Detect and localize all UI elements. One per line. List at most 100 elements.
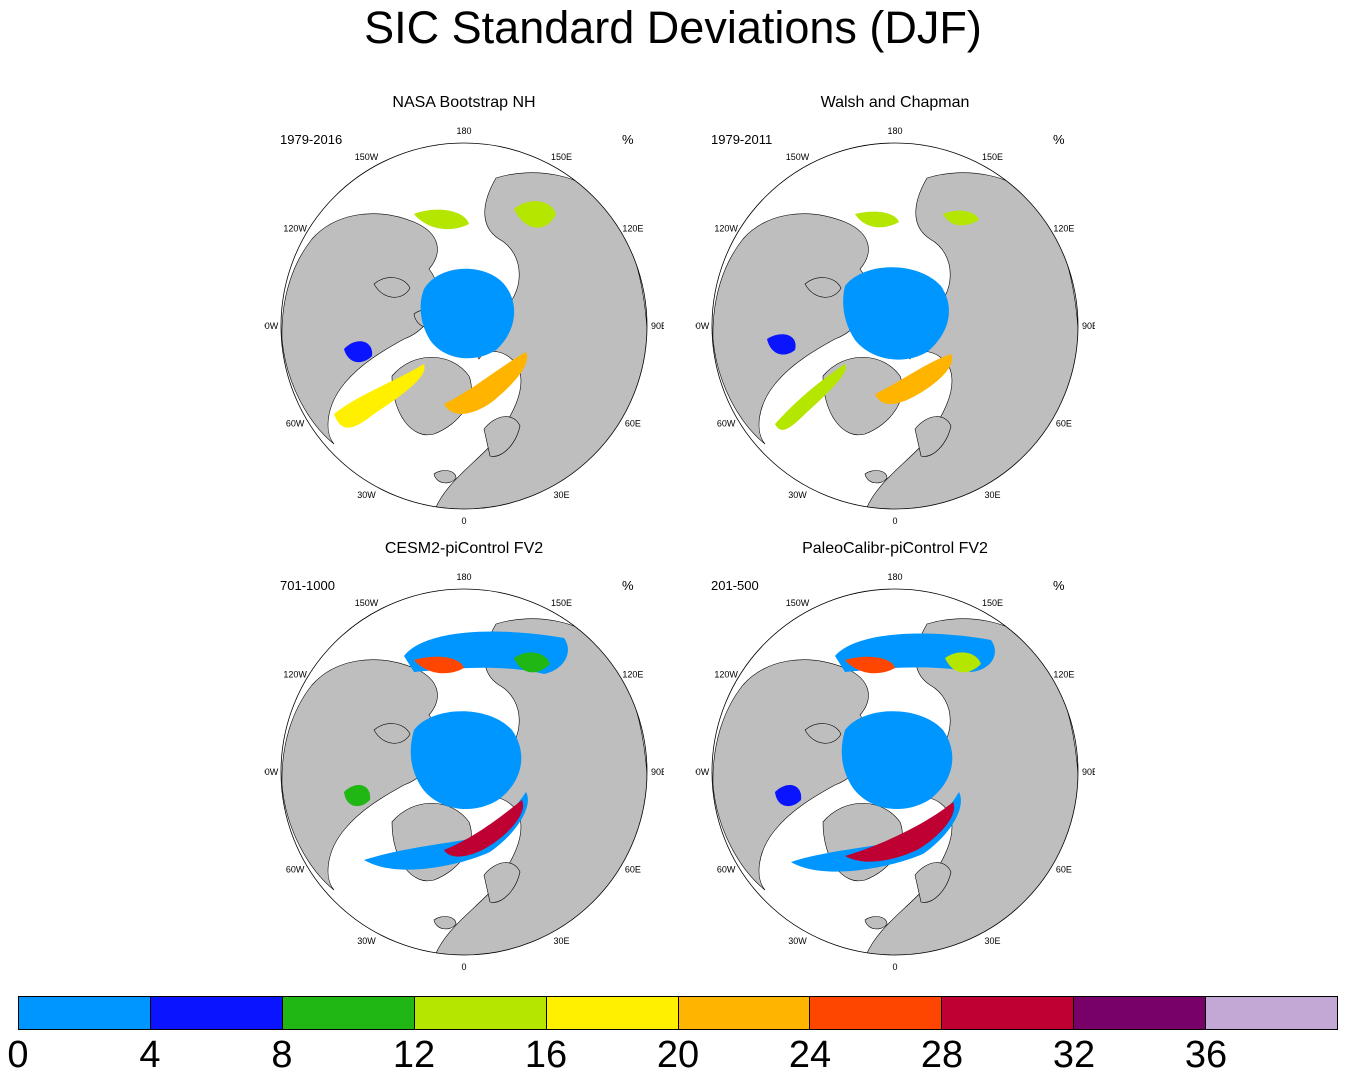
longitude-label: 60E <box>625 865 641 875</box>
map-boundary <box>280 588 648 956</box>
polar-stereographic-map: 180 150E 120E 90E 60E 30E 0 30W 60W 90W 120W 150W <box>695 126 1095 524</box>
longitude-label: 30E <box>984 936 1000 946</box>
colorbar-label: 4 <box>139 1034 161 1076</box>
map-content <box>281 618 647 955</box>
sea-ice-std-region <box>364 792 528 870</box>
colorbar-bin <box>150 997 283 1029</box>
land-mass <box>914 862 952 903</box>
longitude-label: 60E <box>1056 865 1072 875</box>
longitude-label: 60E <box>1056 419 1072 429</box>
longitude-label: 0 <box>892 516 897 524</box>
panel-period: 1979-2011 <box>711 132 773 147</box>
map-content <box>712 172 1078 509</box>
longitude-label: 150W <box>355 598 379 608</box>
map-panel-nasa-bootstrap: NASA Bootstrap NH 1979-2016 % 180 150E 120… <box>264 94 664 524</box>
longitude-label: 0 <box>461 516 466 524</box>
colorbar-bin <box>19 997 151 1029</box>
sea-ice-std-region <box>775 364 846 430</box>
longitude-label: 180 <box>887 126 902 136</box>
longitude-label: 120W <box>283 224 307 234</box>
sea-ice-std-region <box>344 341 373 363</box>
longitude-label: 150E <box>982 152 1003 162</box>
sea-ice-std-region <box>841 711 953 810</box>
colorbar <box>18 996 1338 1030</box>
longitude-label: 30W <box>788 936 807 946</box>
figure-title: SIC Standard Deviations (DJF) <box>364 2 982 53</box>
colorbar-label: 24 <box>788 1034 832 1076</box>
panel-title: Walsh and Chapman <box>820 94 970 111</box>
panel-title: NASA Bootstrap NH <box>392 94 536 111</box>
panel-unit: % <box>622 578 634 593</box>
colorbar-label: 0 <box>7 1034 29 1076</box>
sea-ice-std-region <box>843 267 949 360</box>
sea-ice-std-region <box>414 656 464 674</box>
colorbar-bin <box>678 997 811 1029</box>
longitude-label: 120E <box>1053 224 1074 234</box>
sea-ice-std-region <box>945 652 981 673</box>
sea-ice-std-region <box>875 354 953 404</box>
map-boundary <box>280 142 648 510</box>
longitude-label: 60E <box>625 419 641 429</box>
longitude-label: 150W <box>786 152 810 162</box>
longitude-label: 60W <box>717 865 736 875</box>
longitude-label: 150W <box>786 598 810 608</box>
panel-unit: % <box>1053 578 1065 593</box>
map-panel-paleocalibr-picontrol: PaleoCalibr-piControl FV2 201-500 % 180 1… <box>695 540 1095 970</box>
polar-stereographic-map: 180 150E 120E 90E 60E 30E 0 30W 60W 90W 120W 150W <box>264 572 664 970</box>
colorbar-label: 32 <box>1052 1034 1096 1076</box>
longitude-label: 90E <box>1082 321 1095 331</box>
sea-ice-std-region <box>943 210 979 226</box>
sea-ice-std-region <box>775 785 802 807</box>
land-mass <box>483 862 521 903</box>
longitude-label: 90W <box>695 767 710 777</box>
longitude-label: 90E <box>1082 767 1095 777</box>
land-mass <box>712 213 869 445</box>
colorbar-label: 12 <box>392 1034 436 1076</box>
map-content <box>712 618 1078 955</box>
panel-title: CESM2-piControl FV2 <box>384 540 544 557</box>
land-mass <box>373 277 411 298</box>
panel-unit: % <box>622 132 634 147</box>
longitude-label: 90W <box>264 321 279 331</box>
land-mass <box>373 723 411 744</box>
colorbar-bin <box>942 997 1075 1029</box>
sea-ice-std-region <box>845 802 955 862</box>
longitude-label: 0 <box>461 962 466 970</box>
longitude-label: 30E <box>984 490 1000 500</box>
colorbar-bin <box>282 997 415 1029</box>
land-mass <box>914 416 952 457</box>
colorbar-bin <box>1206 997 1338 1029</box>
sea-ice-std-region <box>334 364 425 428</box>
panel-unit: % <box>1053 132 1065 147</box>
longitude-label: 120E <box>1053 670 1074 680</box>
map-content <box>281 172 647 509</box>
longitude-label: 120W <box>283 670 307 680</box>
colorbar-labels: 0 4 8 12 16 20 24 28 32 36 <box>0 1034 1346 1079</box>
sea-ice-std-region <box>444 800 524 857</box>
longitude-label: 90W <box>264 767 279 777</box>
sea-ice-std-region <box>845 656 895 674</box>
sea-ice-std-region <box>514 201 556 228</box>
sea-ice-std-region <box>767 334 796 355</box>
panel-period: 201-500 <box>711 578 759 593</box>
longitude-label: 120E <box>622 670 643 680</box>
land-mass <box>483 416 521 457</box>
longitude-label: 150E <box>551 152 572 162</box>
colorbar-label: 36 <box>1184 1034 1228 1076</box>
land-mass <box>864 470 888 484</box>
longitude-label: 60W <box>286 865 305 875</box>
polar-stereographic-map: 180 150E 120E 90E 60E 30E 0 30W 60W 90W 120W 150W <box>264 126 664 524</box>
longitude-label: 90E <box>651 321 664 331</box>
map-panel-cesm2-picontrol: CESM2-piControl FV2 701-1000 % 180 150E 12… <box>264 540 664 970</box>
longitude-label: 30E <box>553 490 569 500</box>
longitude-label: 30W <box>357 936 376 946</box>
sea-ice-std-region <box>410 711 522 810</box>
panel-title: PaleoCalibr-piControl FV2 <box>802 540 988 557</box>
sea-ice-std-region <box>514 652 550 673</box>
colorbar-bin <box>414 997 547 1029</box>
land-mass <box>433 470 457 484</box>
sea-ice-std-region <box>420 268 515 359</box>
colorbar-label: 20 <box>656 1034 700 1076</box>
longitude-label: 150E <box>982 598 1003 608</box>
sea-ice-std-region <box>344 785 371 807</box>
